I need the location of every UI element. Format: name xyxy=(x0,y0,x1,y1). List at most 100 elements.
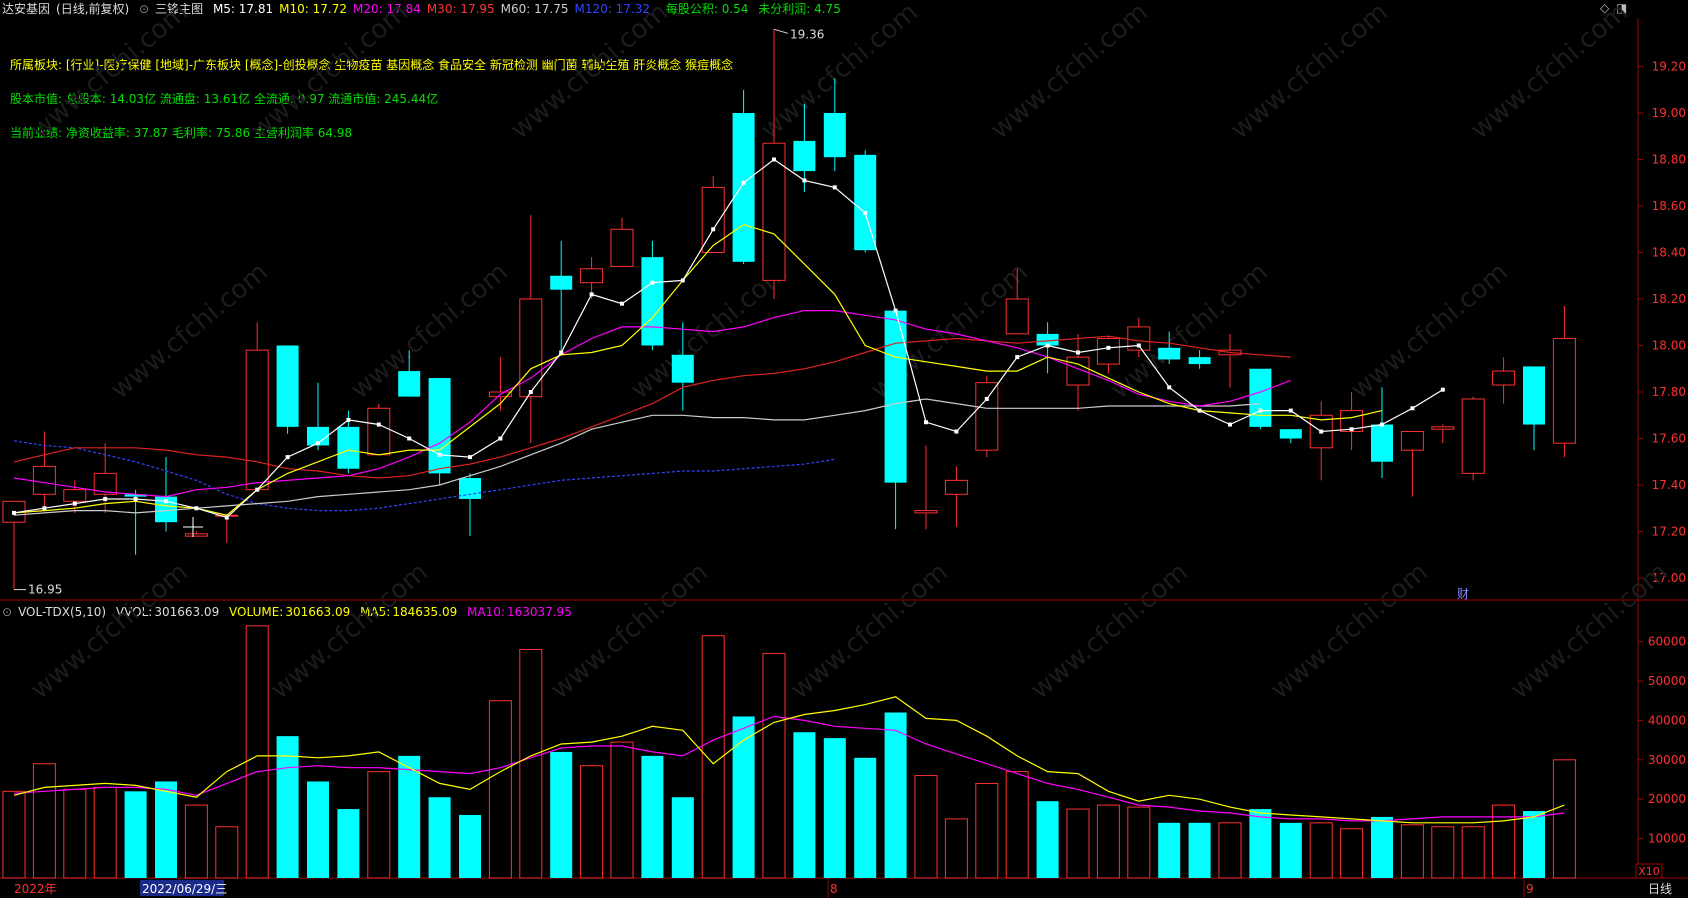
undist-label-text: 未分利润: xyxy=(758,2,811,16)
price-tick-label: 18.20 xyxy=(1652,292,1686,306)
candle-body xyxy=(1431,426,1455,430)
candle-body xyxy=(1036,333,1059,346)
ma-legend-item: M10: 17.72 xyxy=(279,2,347,16)
info-sector: 所属板块: [行业]-医疗保健 [地域]-广东板块 [概念]-创投概念 生物疫苗… xyxy=(10,58,734,72)
cursor-date-box xyxy=(140,880,224,896)
diamond-icon[interactable]: ◇ xyxy=(1600,1,1610,15)
ma5-marker xyxy=(1228,422,1232,427)
watermark-text: www.cfchi.com xyxy=(785,557,954,705)
volume-bar xyxy=(124,791,147,878)
candle-body xyxy=(610,228,634,267)
volume-bar xyxy=(914,775,938,879)
ma5-marker xyxy=(559,350,564,355)
indicator-name[interactable]: 三锋主图 xyxy=(155,2,204,16)
chart-header: 达安基因 (日线,前复权) ⊙ 三锋主图 M5: 17.81 M10: 17.72 M2… xyxy=(2,0,847,18)
volume-tick-label: 60000 xyxy=(1648,635,1686,649)
volume-bar xyxy=(1158,822,1181,878)
candle-body xyxy=(32,465,56,495)
ma5-marker xyxy=(72,501,77,506)
volume-header: ⊙ VOL-TDX(5,10) VVOL: 301663.09 VOLUME: 301… xyxy=(2,604,578,620)
candle-body xyxy=(519,298,543,398)
candle-body xyxy=(459,478,481,499)
ma5-marker xyxy=(741,180,746,185)
indicator-dropdown-icon[interactable]: ⊙ xyxy=(139,2,150,16)
ma5-marker xyxy=(133,496,138,501)
volume-ma5-line xyxy=(13,696,1565,824)
volume-bar xyxy=(1036,801,1059,878)
undist-value: 4.75 xyxy=(814,2,841,16)
ma5-marker xyxy=(832,185,837,190)
ma5-marker xyxy=(498,436,503,441)
volume-value: 301663.09 xyxy=(285,605,351,619)
volume-bar xyxy=(641,755,664,878)
watermark-text: www.cfchi.com xyxy=(1345,257,1514,405)
volume-indicator-icon[interactable]: ⊙ xyxy=(2,605,13,619)
volume-bar xyxy=(793,732,816,878)
candle-body xyxy=(1188,357,1211,365)
ma5-marker xyxy=(1136,343,1141,348)
price-tick-label: 17.20 xyxy=(1652,525,1686,539)
candle-body xyxy=(1005,298,1029,335)
candle-body xyxy=(944,479,968,495)
high-price-label: 19.36 xyxy=(790,27,824,41)
ma20-line xyxy=(13,310,1292,498)
candle-body xyxy=(307,426,329,446)
volume-bar xyxy=(1127,806,1151,879)
volume-bar xyxy=(1400,824,1424,879)
price-tick-label: 18.60 xyxy=(1652,199,1686,213)
ma5-marker xyxy=(1380,422,1384,427)
volume-bar xyxy=(1218,822,1242,879)
candle-body xyxy=(428,378,451,474)
watermark-text: www.cfchi.com xyxy=(1225,0,1394,145)
price-tick-label: 17.80 xyxy=(1652,385,1686,399)
eps-value: 0.54 xyxy=(721,2,749,16)
price-tick-label: 18.80 xyxy=(1652,153,1686,167)
ma5-marker xyxy=(1410,406,1415,411)
watermark-text: www.cfchi.com xyxy=(25,557,194,705)
volume-bar xyxy=(854,757,877,878)
watermark-text: www.cfchi.com xyxy=(545,557,714,705)
candle-body xyxy=(63,489,87,502)
volume-bar xyxy=(307,781,329,878)
volume-bar xyxy=(367,771,391,879)
watermark-text: www.cfchi.com xyxy=(25,0,194,145)
candle-body xyxy=(1552,338,1576,444)
volume-bar xyxy=(884,712,907,878)
ma5-marker xyxy=(12,510,16,515)
candle-body xyxy=(1279,429,1302,439)
ma120-line xyxy=(13,440,835,512)
ma5-marker xyxy=(1015,355,1020,360)
volume-bar xyxy=(671,797,694,878)
ma5-marker xyxy=(863,210,868,215)
ma5-marker xyxy=(1045,343,1050,348)
time-label-sep: 9 xyxy=(1526,882,1534,896)
ma-legend: M5: 17.81 M10: 17.72 M20: 17.84 M30: 17.95 M… xyxy=(213,2,656,16)
ma5-marker xyxy=(1288,408,1293,413)
candle-body xyxy=(367,407,391,456)
candle-body xyxy=(732,113,755,262)
volume-bar xyxy=(63,788,87,879)
candle-body xyxy=(1249,368,1272,427)
panel-toggle-icon[interactable]: ◨ xyxy=(1616,1,1628,15)
ma30-line xyxy=(13,335,1291,479)
volume-bar xyxy=(32,763,56,879)
candle-body xyxy=(337,426,360,469)
ma5-marker xyxy=(316,441,320,446)
ma-legend-item: M5: 17.81 xyxy=(212,2,274,16)
ma5-marker xyxy=(376,422,381,427)
ma5-marker xyxy=(255,487,260,492)
candle-body xyxy=(1158,347,1181,360)
watermark-text: www.cfchi.com xyxy=(505,0,674,145)
ma5-marker xyxy=(528,390,533,394)
volume-bar xyxy=(762,652,786,879)
volume-bar xyxy=(155,781,177,878)
info-performance: 当前业绩: 净资收益率: 37.87 毛利率: 75.86 主营利润率 64.9… xyxy=(10,126,353,140)
ma5-marker xyxy=(650,280,655,285)
volume-indicator-name[interactable]: VOL-TDX(5,10) xyxy=(18,605,107,619)
volume-bar xyxy=(580,765,604,879)
price-tick-label: 17.40 xyxy=(1652,478,1686,492)
volume-bar xyxy=(398,755,421,878)
ma5-marker xyxy=(1440,387,1445,392)
stock-name[interactable]: 达安基因 xyxy=(2,2,51,16)
